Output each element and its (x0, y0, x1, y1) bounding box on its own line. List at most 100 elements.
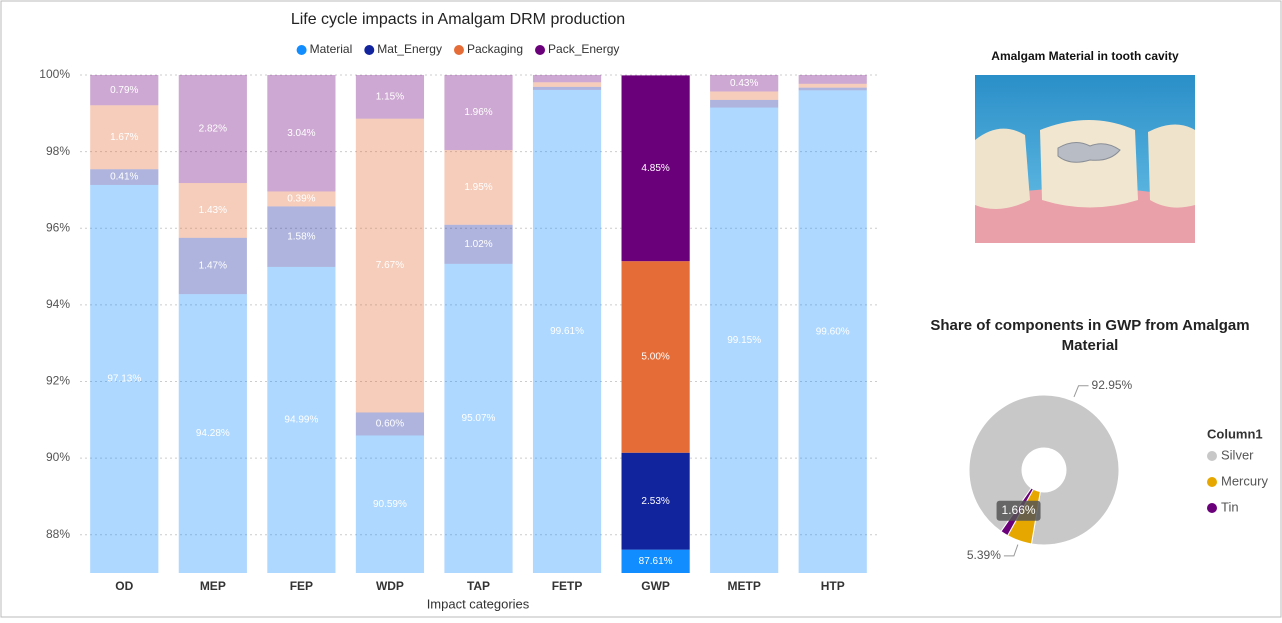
data-label: 3.04% (287, 128, 315, 139)
bar-segment (355, 412, 425, 436)
legend-label: Packaging (467, 42, 523, 56)
legend-label: Mat_Energy (377, 42, 442, 56)
leader-line (1003, 544, 1019, 557)
data-label: 0.79% (110, 85, 138, 96)
data-label: 1.43% (199, 205, 227, 216)
y-tick-label: 100% (39, 67, 70, 81)
y-tick-label: 90% (46, 450, 70, 464)
x-tick-label: METP (727, 579, 760, 593)
bar-segment (90, 169, 159, 185)
data-label: 95.07% (462, 413, 496, 424)
x-axis-label: Impact categories (427, 596, 530, 611)
tooth-image (975, 75, 1195, 243)
bar-segment (267, 75, 336, 192)
bar-segment (532, 89, 602, 573)
x-tick-label: MEP (200, 579, 226, 593)
bar-segment (710, 75, 779, 92)
data-label: 2.53% (641, 496, 669, 507)
legend-swatch (453, 45, 464, 55)
bar-segment (178, 294, 247, 573)
bar-segment (178, 183, 247, 238)
data-label: 0.39% (287, 194, 315, 205)
legend-label: Pack_Energy (548, 42, 619, 56)
data-label: 5.39% (967, 548, 1001, 562)
bar-segment (621, 75, 690, 262)
data-label: 94.28% (196, 428, 230, 439)
bar-segment (798, 83, 867, 88)
image-title: Amalgam Material in tooth cavity (991, 49, 1179, 63)
bar-segment (444, 224, 513, 264)
y-tick-label: 96% (46, 220, 70, 234)
bar-segment (267, 191, 336, 207)
bar-segment (444, 150, 513, 225)
y-tick-label: 98% (46, 144, 70, 158)
data-label: 1.02% (464, 239, 492, 250)
x-tick-label: TAP (467, 579, 490, 593)
legend: Material Mat_Energy Packaging Pack_Energy (296, 42, 619, 56)
bar-segment (710, 107, 779, 574)
bar-segment (621, 452, 690, 550)
data-label: 0.43% (730, 78, 758, 89)
bar-segment (710, 99, 779, 108)
legend-swatch (1207, 503, 1217, 513)
data-label: 99.15% (727, 335, 761, 346)
bar-segment (798, 90, 867, 574)
bar-segment (798, 87, 867, 91)
bar-segment (710, 91, 779, 100)
data-label: 1.47% (199, 261, 227, 272)
bar-segment (444, 75, 513, 151)
data-label: 1.58% (287, 231, 315, 242)
label-box (996, 500, 1041, 521)
bar-segment (621, 549, 690, 573)
x-tick-label: GWP (641, 579, 670, 593)
donut-title: Share of components in GWP from Amalgam … (930, 317, 1250, 354)
legend-label: Material (310, 42, 353, 56)
legend-swatch (1207, 451, 1217, 461)
bar-segment (90, 75, 159, 106)
bar-segment (444, 263, 513, 573)
data-label: 92.95% (1092, 378, 1133, 392)
bar-segment (178, 75, 247, 184)
bar-segment (355, 118, 425, 413)
bar-segment (798, 75, 867, 84)
data-label: 1.96% (464, 107, 492, 118)
legend-label: Tin (1221, 499, 1239, 514)
legend-swatch (296, 45, 307, 55)
data-label: 4.85% (641, 163, 669, 174)
data-label: 90.59% (373, 499, 407, 510)
x-tick-label: OD (115, 579, 133, 593)
data-label: 5.00% (641, 352, 669, 363)
y-tick-label: 92% (46, 374, 70, 388)
data-label: 97.13% (107, 374, 141, 385)
y-tick-label: 94% (46, 297, 70, 311)
data-label: 1.66% (1002, 503, 1036, 517)
data-label: 87.61% (639, 556, 673, 567)
legend-swatch (1207, 477, 1217, 487)
legend-label: Silver (1221, 447, 1254, 462)
data-label: 1.67% (110, 132, 138, 143)
data-label: 1.15% (376, 91, 404, 102)
leader-line (1073, 385, 1089, 398)
data-label: 1.95% (464, 182, 492, 193)
x-tick-label: WDP (376, 579, 404, 593)
data-label: 7.67% (376, 260, 404, 271)
data-label: 99.60% (816, 326, 850, 337)
data-label: 2.82% (199, 124, 227, 135)
legend-label: Mercury (1221, 473, 1268, 488)
x-tick-label: FETP (552, 579, 583, 593)
legend-swatch (364, 45, 375, 55)
bar-segment (355, 435, 425, 573)
bar-segment (90, 105, 159, 170)
data-label: 0.41% (110, 172, 138, 183)
x-tick-label: HTP (821, 579, 845, 593)
bar-segment (178, 237, 247, 295)
bar-segment (621, 261, 690, 453)
bar-segment (532, 75, 602, 83)
legend-swatch (535, 45, 546, 55)
bar-segment (355, 75, 425, 119)
bar-segment (532, 86, 602, 90)
y-tick-label: 88% (46, 527, 70, 541)
legend-title: Column1 (1207, 426, 1263, 441)
